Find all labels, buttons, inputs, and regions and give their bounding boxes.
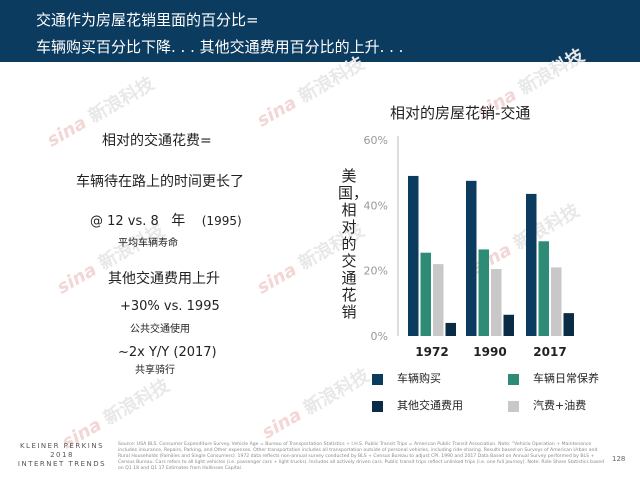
- x-tick-label: 1990: [473, 345, 506, 359]
- chart-title: 相对的房屋花销-交通: [390, 104, 531, 122]
- legend-item: 车辆购买: [372, 370, 441, 386]
- stat-public-transit-value: +30% vs. 1995: [120, 299, 220, 314]
- bar: [433, 264, 444, 336]
- page-number: 128: [612, 455, 626, 463]
- stat-public-transit-caption: 公共交通使用: [130, 324, 190, 335]
- other-costs-heading: 其他交通费用上升: [108, 271, 220, 287]
- kleiner-perkins-logo: KLEINER PERKINS 2018 INTERNET TRENDS: [12, 442, 112, 469]
- stat-ride-share-value: ~2x Y/Y (2017): [118, 345, 217, 360]
- x-tick-label: 2017: [533, 345, 566, 359]
- stat-vehicle-age-value: @ 12 vs. 8: [90, 214, 159, 229]
- bar: [503, 314, 514, 336]
- title-line-2: 车辆购买百分比下降. . . 其他交通费用百分比的上升. . .: [36, 38, 404, 56]
- bar: [526, 193, 537, 336]
- bar: [420, 252, 431, 336]
- legend-item: 汽费+油费: [508, 397, 586, 413]
- legend-swatch: [372, 373, 383, 385]
- stat-vehicle-age-caption: 平均车辆寿命: [118, 238, 178, 249]
- title-banner: 交通作为房屋花销里面的百分比= 车辆购买百分比下降. . . 其他交通费用百分比…: [0, 0, 640, 62]
- legend-item: 其他交通费用: [372, 397, 463, 413]
- bar: [563, 313, 574, 336]
- x-tick-label: 1972: [415, 345, 448, 359]
- legend-label: 车辆购买: [397, 372, 441, 385]
- y-tick-label: 60%: [364, 134, 388, 147]
- legend-label: 其他交通费用: [397, 399, 463, 412]
- y-tick-label: 40%: [364, 199, 388, 212]
- bar: [551, 267, 562, 336]
- bar: [445, 322, 456, 336]
- logo-line-3: INTERNET TRENDS: [17, 460, 107, 468]
- y-tick-label: 0%: [371, 330, 388, 343]
- stat-vehicle-age-unit: 年: [171, 213, 186, 229]
- logo-line-2: 2018: [50, 451, 74, 459]
- bar: [491, 269, 502, 336]
- bar: [466, 180, 477, 336]
- logo-line-1: KLEINER PERKINS: [19, 442, 105, 450]
- stat-vehicle-age: @ 12 vs. 8 年 (1995): [90, 210, 242, 230]
- legend-item: 车辆日常保养: [508, 370, 599, 386]
- bar: [408, 175, 419, 336]
- stat-ride-share-caption: 共享骑行: [135, 365, 175, 376]
- legend-swatch: [372, 400, 383, 412]
- bar: [478, 249, 489, 336]
- left-heading: 相对的交通花费=: [102, 133, 212, 149]
- title-line-1: 交通作为房屋花销里面的百分比=: [36, 11, 259, 29]
- legend-swatch: [508, 373, 519, 385]
- legend-label: 汽费+油费: [533, 399, 587, 412]
- source-note: Source: USA BLS. Consumer Expenditure Su…: [118, 442, 605, 471]
- stat-vehicle-age-year: (1995): [201, 214, 242, 228]
- legend-swatch: [508, 400, 519, 412]
- left-subheading: 车辆待在路上的时间更长了: [76, 174, 244, 190]
- y-tick-label: 20%: [364, 265, 388, 278]
- bar: [538, 241, 549, 336]
- legend-label: 车辆日常保养: [533, 372, 599, 385]
